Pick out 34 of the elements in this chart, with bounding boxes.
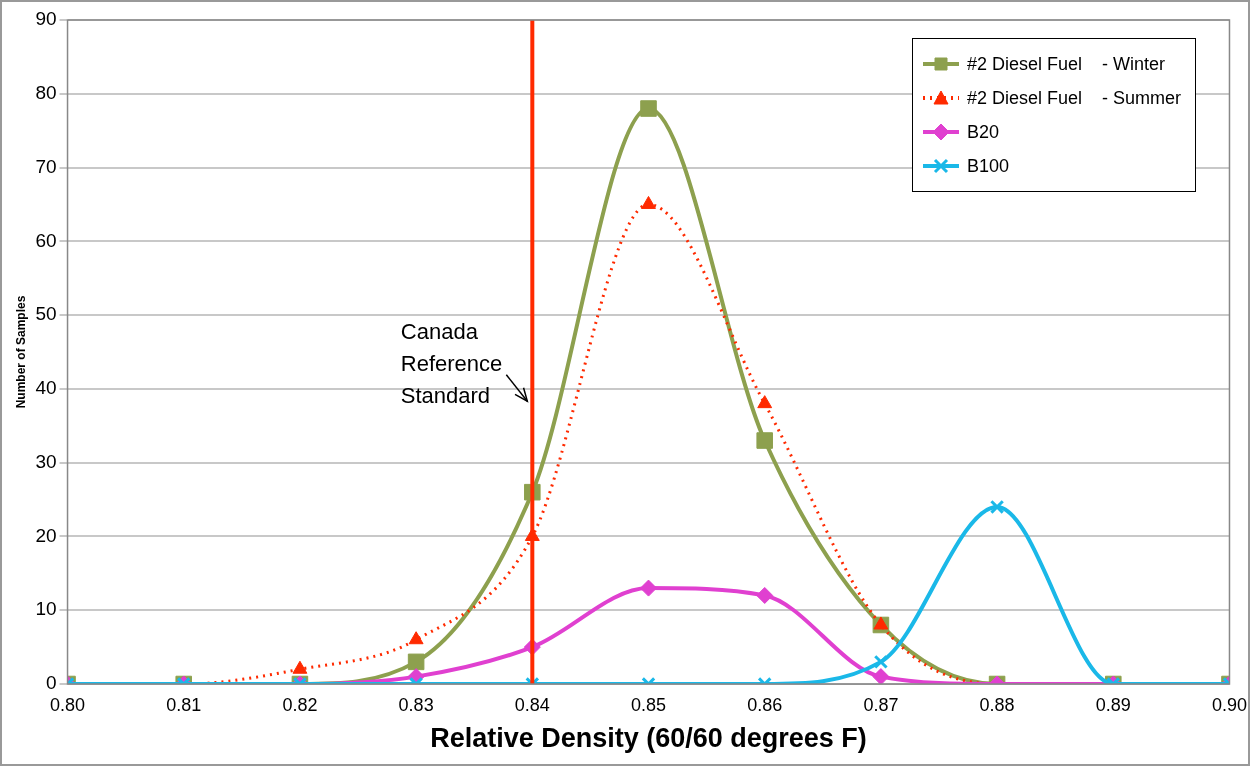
- x-tick-label: 0.80: [50, 694, 86, 715]
- x-tick-label: 0.85: [630, 694, 667, 715]
- y-tick-label: 40: [35, 377, 57, 399]
- legend-label: B100: [966, 155, 1009, 178]
- point: [756, 432, 773, 449]
- ref-line-label: Canada Reference Standard: [400, 319, 503, 409]
- y-axis-title: Number of Samples: [13, 295, 28, 409]
- x-tick-label: 0.87: [863, 694, 899, 715]
- y-tick-label: 70: [35, 155, 57, 177]
- x-tick-label: 0.82: [282, 694, 318, 715]
- y-tick-label: 80: [35, 82, 57, 104]
- point: [408, 631, 424, 645]
- y-tick-label: 90: [35, 8, 57, 30]
- x-tick-label: 0.88: [979, 694, 1015, 715]
- x-tick-label: 0.81: [166, 694, 202, 715]
- x-tick-label: 0.83: [398, 694, 434, 715]
- x-tick-label: 0.84: [514, 694, 550, 715]
- x-tick-label: 0.86: [747, 694, 783, 715]
- x-tick-label: 0.89: [1095, 694, 1131, 715]
- point: [292, 660, 308, 674]
- point: [757, 395, 773, 409]
- x-axis-title: Relative Density (60/60 degrees F): [430, 723, 867, 754]
- y-tick-label: 10: [35, 598, 57, 620]
- y-tick-label: 20: [35, 524, 57, 546]
- y-tick-label: 50: [35, 303, 57, 325]
- legend-label: #2 Diesel Fuel - Summer: [966, 87, 1181, 110]
- legend-label: #2 Diesel Fuel - Winter: [966, 53, 1165, 76]
- y-tick-label: 60: [35, 229, 57, 251]
- point: [873, 616, 889, 630]
- y-tick-label: 30: [35, 450, 57, 472]
- x-tick-label: 0.90: [1211, 694, 1248, 715]
- y-tick-label: 0: [45, 672, 57, 694]
- legend-label: B20: [966, 121, 999, 144]
- point: [640, 100, 657, 117]
